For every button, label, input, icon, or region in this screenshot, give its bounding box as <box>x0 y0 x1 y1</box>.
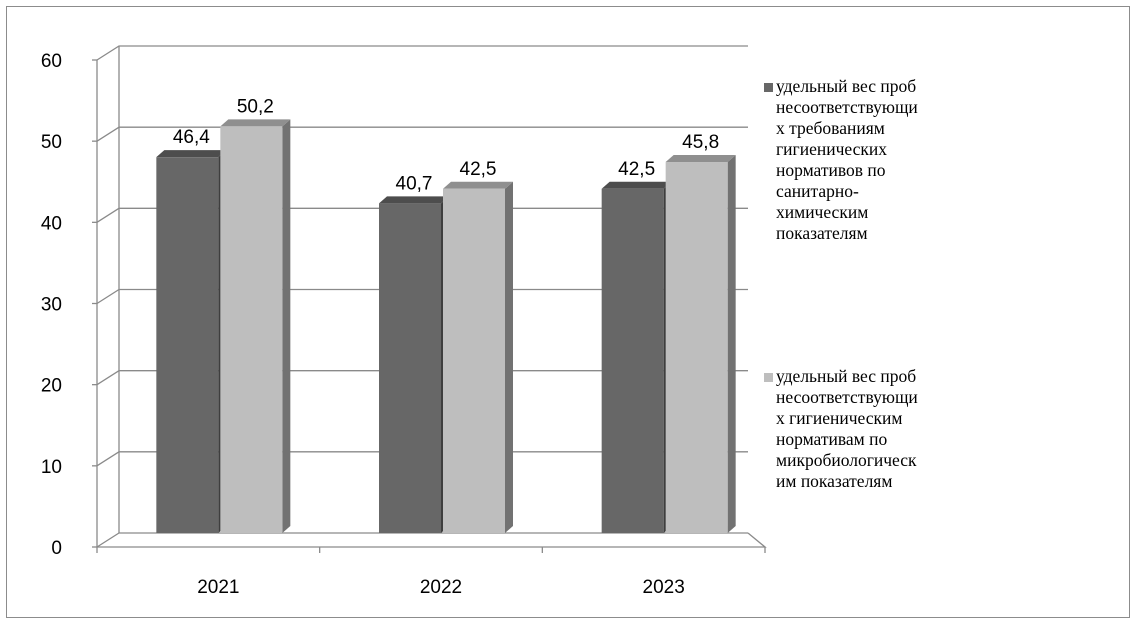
bar-front <box>379 203 441 533</box>
legend-text-line: показателям <box>776 223 868 243</box>
bar <box>379 196 449 533</box>
data-label: 45,8 <box>682 132 719 153</box>
legend-text-line: санитарно- <box>776 181 859 201</box>
bar-front <box>156 157 219 533</box>
legend-label-series-1: удельный вес проб несоответствующи х требо… <box>776 76 981 244</box>
bar <box>156 150 227 533</box>
legend-text-line: х гигиеническим <box>776 408 903 428</box>
x-tick-label: 2023 <box>643 577 685 598</box>
legend: удельный вес проб несоответствующи х требо… <box>764 76 1004 492</box>
y-tick-label: 0 <box>51 538 62 559</box>
x-axis-line <box>97 532 767 548</box>
legend-item-series-1: удельный вес проб несоответствующи х требо… <box>764 76 1004 366</box>
data-label: 40,7 <box>396 173 433 194</box>
legend-text-line: удельный вес проб <box>776 76 917 96</box>
data-labels: 46,4 50,2 40,7 42,5 42,5 45,8 <box>173 96 719 194</box>
legend-text-line: гигиенических <box>776 139 887 159</box>
y-tick-label: 40 <box>41 213 62 234</box>
legend-text-line: нормативов по <box>776 160 886 180</box>
bar-front <box>220 126 283 533</box>
bar-side <box>505 181 513 533</box>
legend-label-series-2: удельный вес проб несоответствующи х гигие… <box>776 366 981 492</box>
y-tick-label: 20 <box>41 376 62 397</box>
y-tick-label: 30 <box>41 295 62 316</box>
legend-text-line: микробиологическ <box>776 450 917 470</box>
data-label: 50,2 <box>237 96 274 117</box>
bar-side <box>727 155 736 533</box>
legend-text-line: химическим <box>776 202 869 222</box>
bar-side <box>282 119 291 533</box>
legend-text-line: им показателям <box>776 471 893 491</box>
y-tick-label: 50 <box>41 132 62 153</box>
bar <box>443 181 513 533</box>
bar-top <box>156 150 227 158</box>
legend-text-line: несоответствующи <box>776 387 918 407</box>
gridline <box>96 45 748 61</box>
data-label: 46,4 <box>173 127 210 148</box>
bar-front <box>601 188 664 533</box>
y-axis-labels: 0 10 20 30 40 50 60 <box>41 51 62 559</box>
bar-top <box>443 181 513 189</box>
legend-text-line: х требованиям <box>776 118 885 138</box>
bar-top <box>379 196 449 204</box>
bar <box>601 181 672 533</box>
legend-item-series-2: удельный вес проб несоответствующи х гигие… <box>764 366 1004 492</box>
legend-swatch-series-1 <box>764 83 773 92</box>
bar <box>220 119 291 533</box>
legend-text-line: нормативам по <box>776 429 888 449</box>
x-axis-labels: 2021 2022 2023 <box>197 577 685 598</box>
bars <box>156 119 736 533</box>
bar-front <box>665 162 728 533</box>
bar <box>665 155 736 533</box>
legend-text-line: удельный вес проб <box>776 366 917 386</box>
x-tick-label: 2022 <box>420 577 462 598</box>
gridline <box>96 532 748 548</box>
y-tick-label: 10 <box>41 457 62 478</box>
data-label: 42,5 <box>618 159 655 180</box>
legend-swatch-series-2 <box>764 373 773 382</box>
bar-top <box>220 119 291 127</box>
y-tick-label: 60 <box>41 51 62 72</box>
bar-top <box>665 155 736 163</box>
bar-front <box>443 188 505 533</box>
chart-walls <box>92 45 767 553</box>
legend-text-line: несоответствующи <box>776 97 918 117</box>
bar-top <box>601 181 672 189</box>
data-label: 42,5 <box>460 159 497 180</box>
x-tick-label: 2021 <box>197 577 239 598</box>
